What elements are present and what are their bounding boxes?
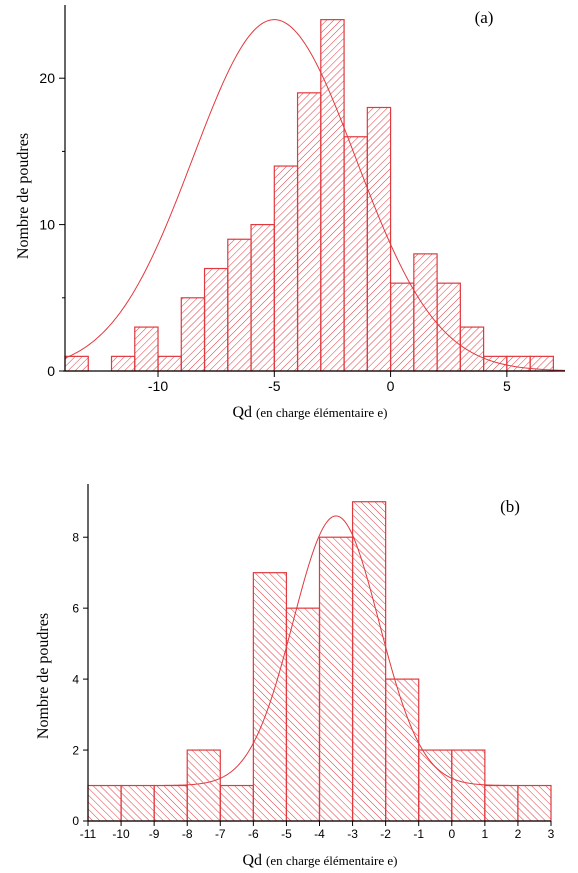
chart-a-y-axis-label: Nombre de poudres <box>15 133 32 259</box>
chart-b-gaussian-fit <box>88 515 551 787</box>
chart-b-y-tick-label: 6 <box>72 601 79 615</box>
chart-a-y-tick-label: 0 <box>47 363 55 379</box>
chart-b-bar <box>517 784 552 822</box>
chart-b-x-tick-label: -2 <box>380 827 391 841</box>
chart-b-bar <box>318 536 354 822</box>
chart-b-bar <box>285 607 321 822</box>
chart-a-bar <box>227 238 252 372</box>
chart-b-panel-label: (b) <box>500 497 520 516</box>
chart-a-bar <box>366 106 392 372</box>
chart-a-bars <box>64 19 554 372</box>
chart-b-bars <box>87 501 552 822</box>
chart-a-bar <box>180 297 206 372</box>
chart-b-x-tick-label: -1 <box>413 827 424 841</box>
chart-b-x-tick-label: 3 <box>548 827 555 841</box>
chart-a: -10 -5 0 5 0 10 20 (a) Nombre de poudres Qd (e… <box>15 5 566 421</box>
chart-b-bar <box>153 784 188 822</box>
chart-b-bar <box>418 749 453 822</box>
chart-b-y-tick-label: 4 <box>72 672 79 686</box>
chart-b-x-tick-label: -11 <box>80 827 97 841</box>
chart-a-x-tick-label: 5 <box>503 378 511 394</box>
chart-b-x-tick-label: 2 <box>515 827 522 841</box>
chart-b-y-tick-label: 8 <box>72 530 79 544</box>
chart-b-x-axis-label-main: Qd <box>242 852 262 869</box>
chart-b-x-tick-label: -3 <box>347 827 358 841</box>
chart-a-x-axis-label-sub: (en charge élémentaire e) <box>256 405 387 420</box>
chart-a-bar <box>64 355 89 372</box>
chart-a-bar <box>134 326 159 372</box>
chart-a-bar <box>413 253 438 372</box>
chart-a-bar <box>296 92 322 372</box>
chart-a-y-tick-label: 10 <box>39 217 55 233</box>
chart-b-x-tick-label: -9 <box>149 827 160 841</box>
chart-b-x-tick-label: -5 <box>281 827 292 841</box>
chart-b-x-tick-label: -10 <box>112 827 130 841</box>
chart-a-bar <box>273 165 299 372</box>
chart-a-bar <box>343 136 368 372</box>
chart-b-x-tick-label: 1 <box>482 827 489 841</box>
chart-b-bar <box>120 784 155 822</box>
chart-b-x-axis-label-sub: (en charge élémentaire e) <box>266 853 397 868</box>
chart-a-bar <box>203 267 229 372</box>
chart-b-y-tick-label: 0 <box>72 814 79 828</box>
chart-a-x-tick-label: 0 <box>387 378 395 394</box>
chart-b-x-axis-label: Qd (en charge élémentaire e) <box>242 852 397 869</box>
chart-b-x-tick-label: 0 <box>448 827 455 841</box>
chart-b-bar <box>351 501 387 822</box>
chart-b-bar <box>219 784 254 822</box>
chart-b-bar <box>484 784 519 822</box>
chart-a-bar <box>250 224 275 372</box>
chart-b-y-axis-label: Nombre de poudres <box>35 613 52 739</box>
chart-a-x-tick-label: -5 <box>268 378 281 394</box>
chart-b-x-tick-label: -6 <box>248 827 259 841</box>
chart-a-y-tick-label: 20 <box>39 70 55 86</box>
chart-a-panel-label: (a) <box>475 8 494 27</box>
chart-a-bar <box>110 355 136 372</box>
chart-a-bar <box>157 355 182 372</box>
chart-a-bar <box>459 326 485 372</box>
chart-a-x-tick-label: -10 <box>148 378 168 394</box>
chart-b-bar <box>87 784 122 822</box>
chart-b-x-tick-label: -8 <box>182 827 193 841</box>
chart-a-x-axis-label: Qd (en charge élémentaire e) <box>232 404 387 421</box>
chart-a-x-axis-label-main: Qd <box>232 404 252 421</box>
chart-a-bar <box>506 355 531 372</box>
chart-b-bar <box>451 749 486 822</box>
chart-b-bar <box>186 749 221 822</box>
chart-b-bar <box>252 572 288 822</box>
chart-a-gaussian-fit <box>64 19 566 371</box>
chart-b-bar <box>385 678 420 822</box>
chart-a-axes: -10 -5 0 5 0 10 20 <box>39 5 565 394</box>
chart-b-x-tick-label: -4 <box>314 827 325 841</box>
chart-a-bar <box>483 355 508 372</box>
chart-b-x-tick-label: -7 <box>215 827 226 841</box>
chart-a-bar <box>389 282 415 372</box>
chart-b-y-tick-label: 2 <box>72 743 79 757</box>
chart-a-bar <box>320 19 345 372</box>
